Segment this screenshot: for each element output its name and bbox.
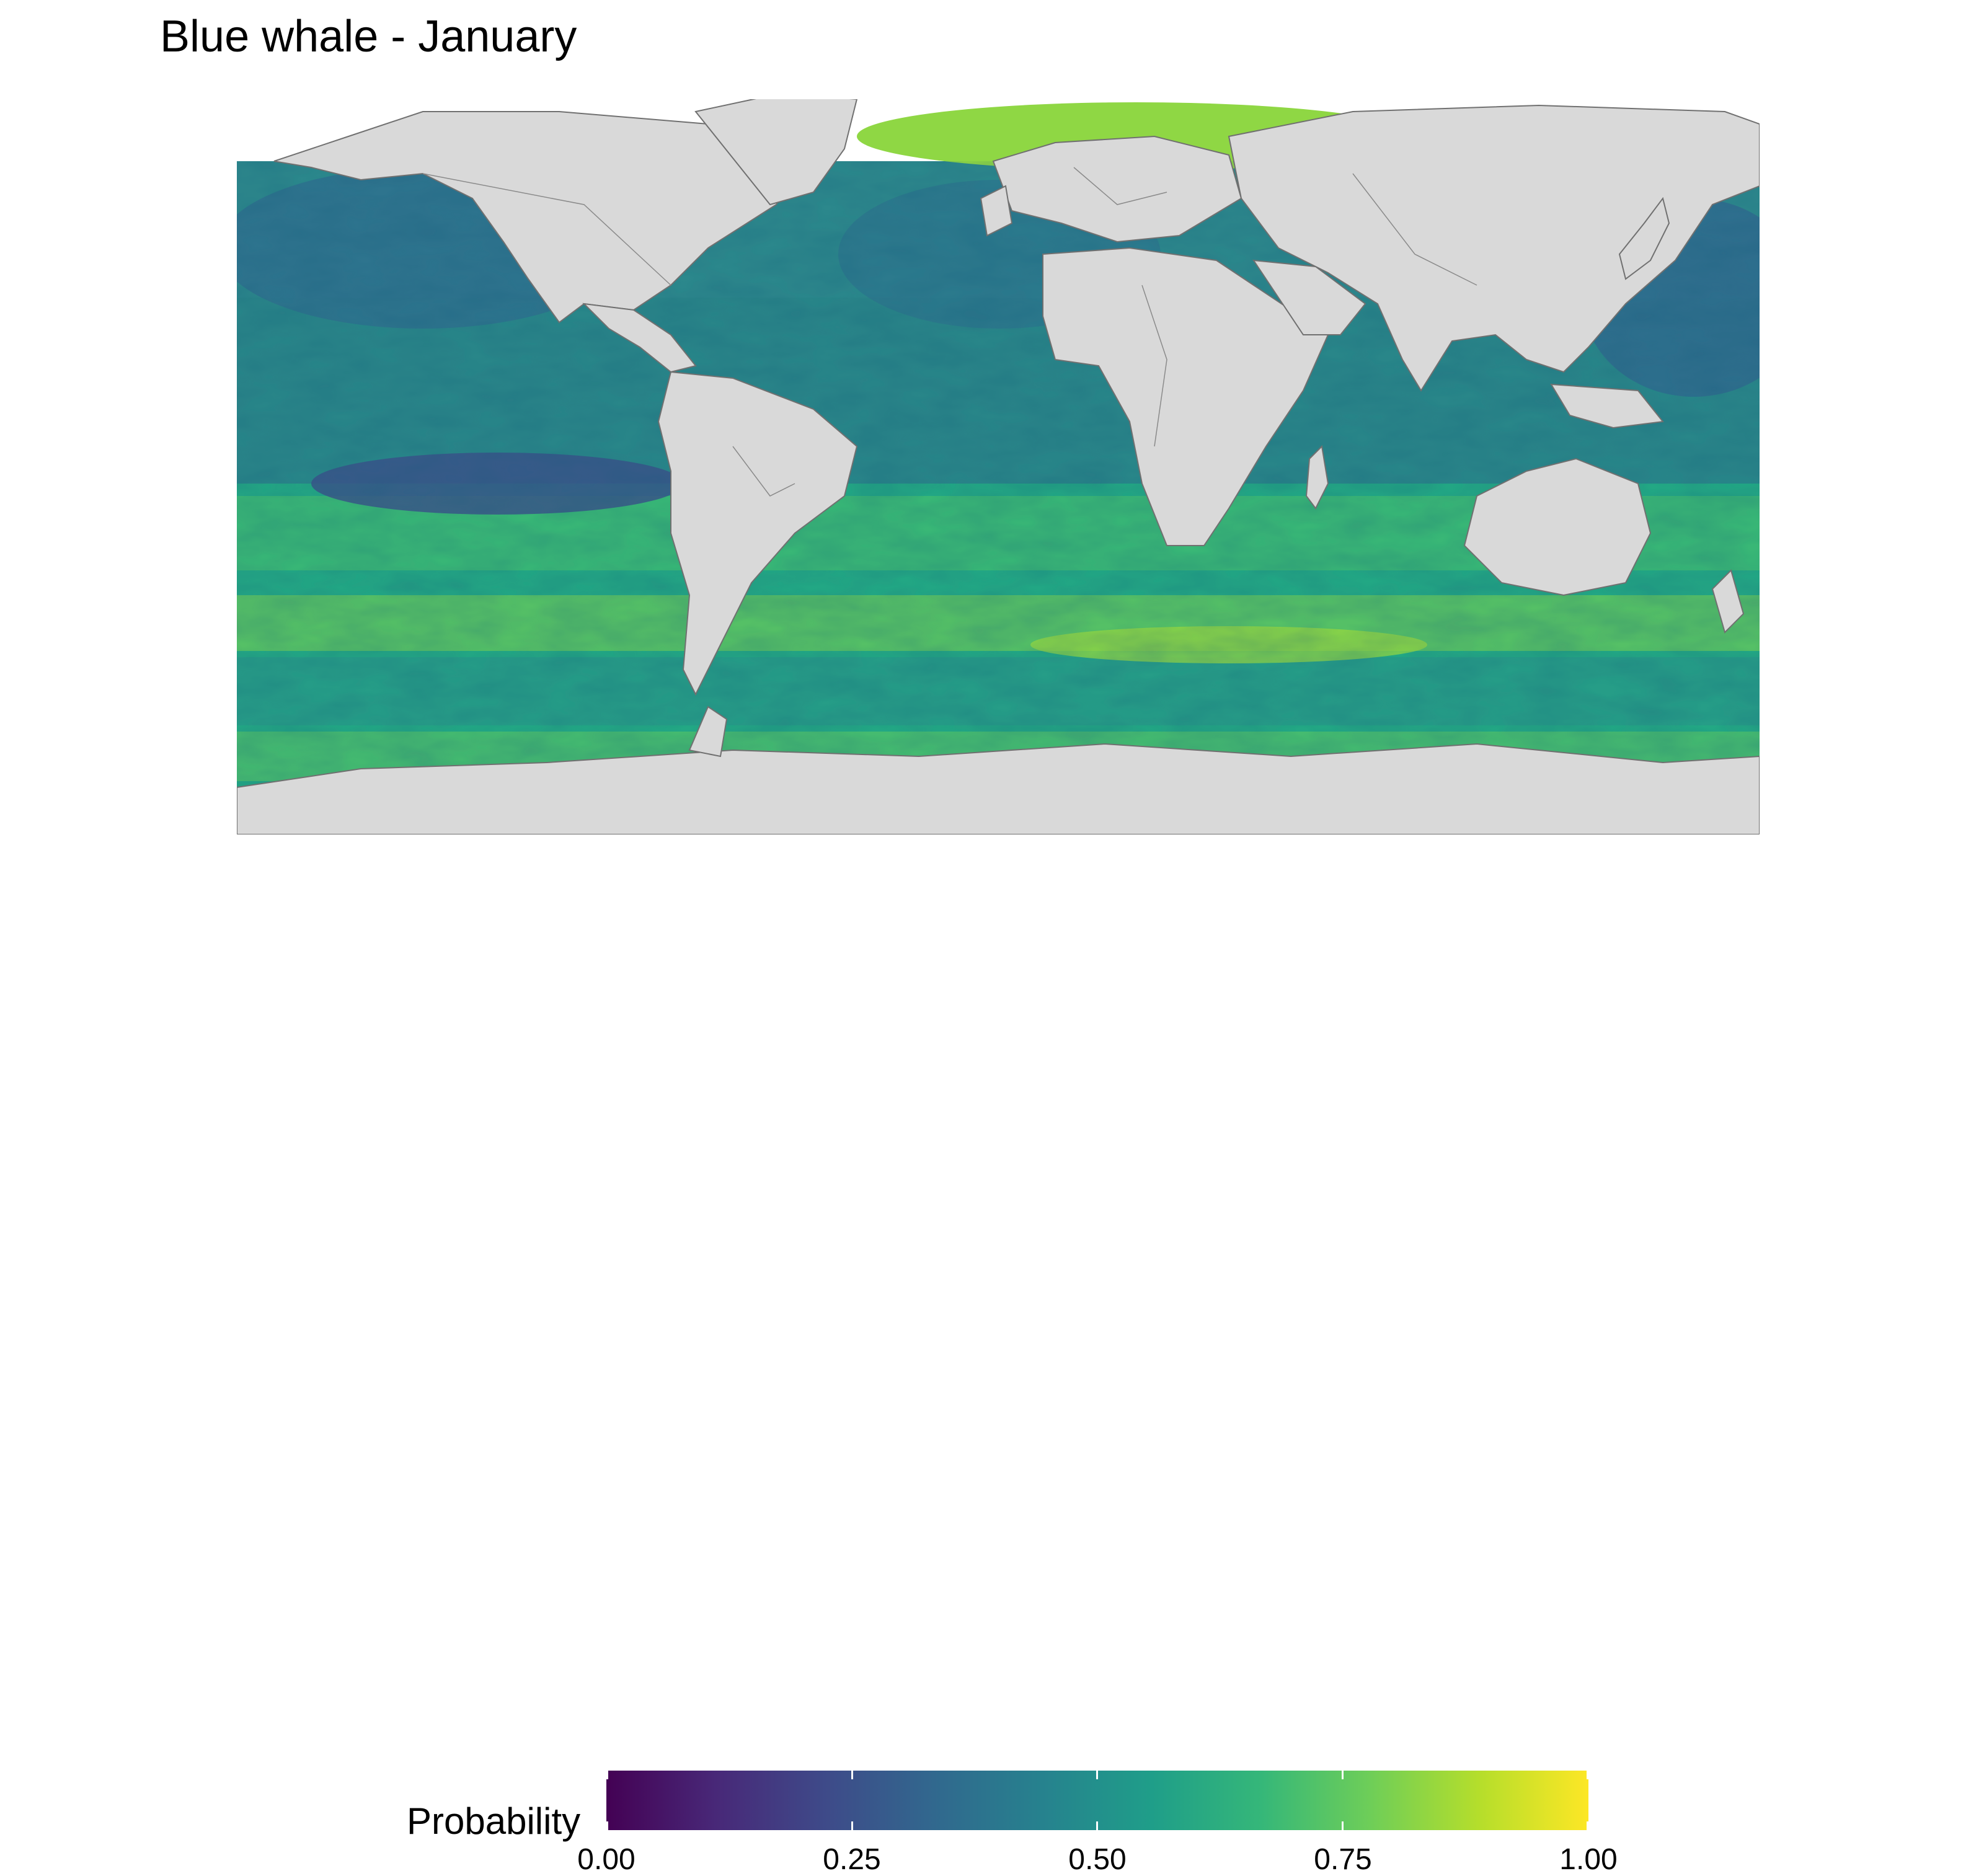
color-bar-tick — [1587, 1771, 1588, 1779]
legend-title: Probability — [407, 1800, 581, 1842]
tick-label-1: 0.25 — [823, 1843, 881, 1876]
land-africa — [1042, 247, 1329, 546]
tick-label-0: 0.00 — [577, 1843, 636, 1876]
world-map — [237, 99, 1760, 834]
color-bar-tick — [851, 1821, 853, 1830]
land-australia — [1463, 458, 1652, 596]
land-uk — [980, 185, 1013, 237]
color-bar-tick — [1587, 1821, 1588, 1830]
land-europe — [992, 135, 1242, 243]
land-north-america — [273, 111, 796, 324]
tick-label-3: 0.75 — [1314, 1843, 1372, 1876]
map-title: Blue whale - January — [160, 12, 577, 61]
legend: Probability 0.00 0.25 0.50 0.75 1.00 — [0, 880, 1984, 1875]
color-bar-tick — [851, 1771, 853, 1779]
land-japan — [1618, 197, 1670, 280]
land-greenland — [694, 99, 858, 206]
tick-label-2: 0.50 — [1068, 1843, 1127, 1876]
land-new-zealand — [1711, 569, 1745, 634]
color-bar — [606, 1771, 1588, 1830]
color-bar-tick — [1096, 1821, 1098, 1830]
color-bar-tick — [1342, 1821, 1344, 1830]
land-asia — [1228, 104, 1760, 392]
land-antarctic-peninsula — [688, 706, 728, 758]
land-southeast-asia-islands — [1550, 383, 1664, 429]
color-bar-tick — [1342, 1771, 1344, 1779]
country-borders — [422, 167, 1477, 497]
land-central-america — [582, 303, 697, 373]
color-bar-tick — [606, 1821, 608, 1830]
land-antarctica — [237, 743, 1760, 834]
world-map-svg — [237, 99, 1760, 834]
land-south-america — [657, 371, 858, 696]
color-bar-tick — [606, 1771, 608, 1779]
land-layer — [237, 99, 1760, 834]
color-bar-tick — [1096, 1771, 1098, 1779]
land-madagascar — [1305, 445, 1329, 510]
tick-label-4: 1.00 — [1559, 1843, 1618, 1876]
